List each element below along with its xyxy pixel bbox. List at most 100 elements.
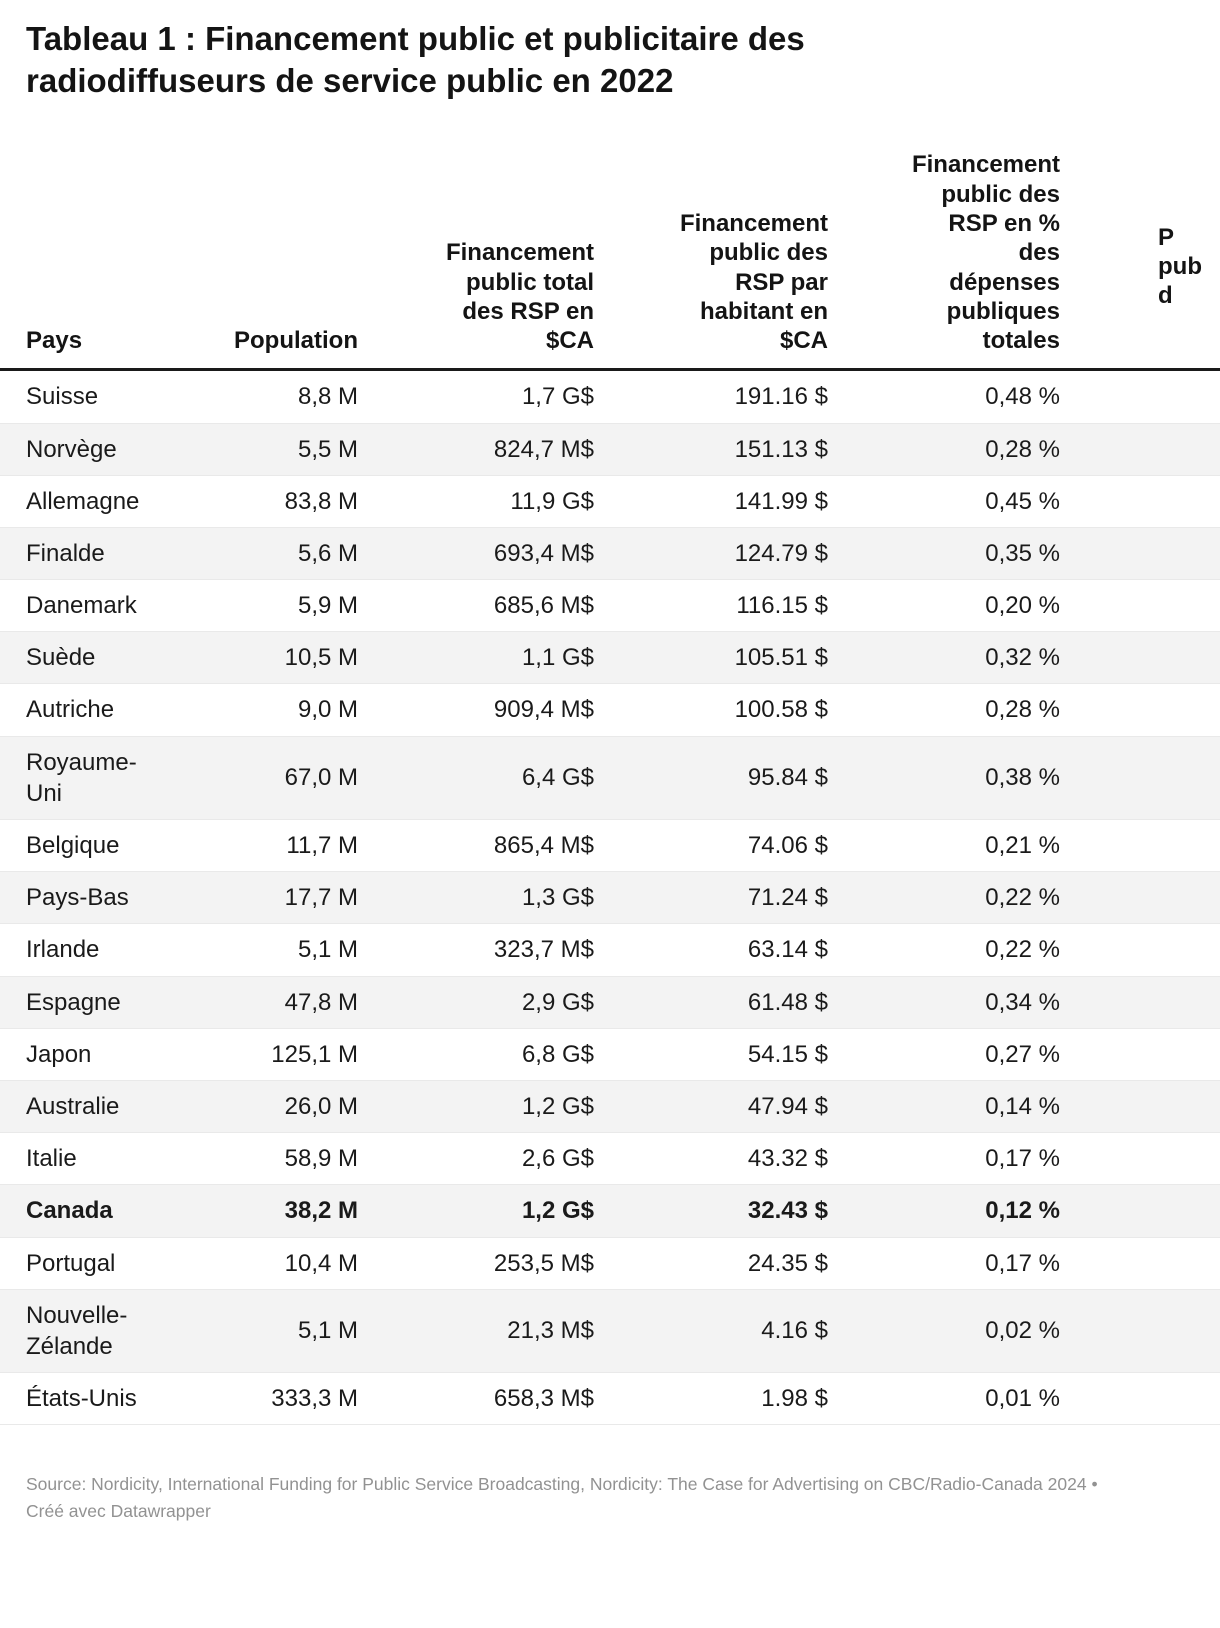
row-label-cell: Portugal <box>0 1237 170 1290</box>
value-cell: 1,3 G$ <box>368 871 604 925</box>
value-cell: 333,3 M <box>170 1372 368 1426</box>
value-cell: 5,9 M <box>170 579 368 633</box>
value-cell <box>1070 1184 1220 1238</box>
value-cell: 0,17 % <box>838 1132 1070 1186</box>
value-cell <box>1070 1289 1220 1374</box>
value-cell: 67,0 M <box>170 736 368 821</box>
value-cell: 0,22 % <box>838 923 1070 977</box>
value-cell: 0,22 % <box>838 871 1070 925</box>
value-cell: 47.94 $ <box>604 1080 838 1134</box>
table-row: Finalde 5,6 M 693,4 M$ 124.79 $0,35 % <box>0 527 1220 581</box>
table-header: Pays Population Financement public total d… <box>0 144 1220 372</box>
value-cell: 1,1 G$ <box>368 631 604 685</box>
row-label-cell: Danemark <box>0 579 170 633</box>
value-cell: 11,7 M <box>170 819 368 873</box>
value-cell <box>1070 369 1220 424</box>
value-cell: 43.32 $ <box>604 1132 838 1186</box>
value-cell: 909,4 M$ <box>368 683 604 737</box>
column-header-1: Population <box>170 144 368 372</box>
value-cell: 8,8 M <box>170 369 368 424</box>
value-cell: 1,7 G$ <box>368 369 604 424</box>
value-cell <box>1070 527 1220 581</box>
table-row: Norvège 5,5 M 824,7 M$ 151.13 $0,28 % <box>0 423 1220 476</box>
row-label-cell: Autriche <box>0 683 170 737</box>
row-label-cell: Royaume-Uni <box>0 736 170 821</box>
value-cell <box>1070 579 1220 633</box>
value-cell: 0,20 % <box>838 579 1070 633</box>
value-cell: 191.16 $ <box>604 369 838 424</box>
value-cell <box>1070 423 1220 476</box>
table-row: Nouvelle-Zélande 5,1 M 21,3 M$ 4.16 $0,02 % <box>0 1289 1220 1374</box>
value-cell: 0,28 % <box>838 423 1070 476</box>
row-label-cell: Belgique <box>0 819 170 873</box>
value-cell: 0,21 % <box>838 819 1070 873</box>
value-cell <box>1070 1132 1220 1186</box>
row-label-cell: Italie <box>0 1132 170 1186</box>
row-label-cell: Nouvelle-Zélande <box>0 1289 170 1374</box>
row-label-cell: États-Unis <box>0 1372 170 1426</box>
value-cell: 54.15 $ <box>604 1028 838 1081</box>
source-note: Source: Nordicity, International Funding… <box>26 1474 1098 1521</box>
row-label-cell: Australie <box>0 1080 170 1134</box>
value-cell: 124.79 $ <box>604 527 838 581</box>
value-cell: 151.13 $ <box>604 423 838 476</box>
table-row: Portugal 10,4 M 253,5 M$ 24.35 $0,17 % <box>0 1237 1220 1290</box>
value-cell: 47,8 M <box>170 976 368 1029</box>
value-cell <box>1070 736 1220 821</box>
value-cell: 6,4 G$ <box>368 736 604 821</box>
value-cell: 865,4 M$ <box>368 819 604 873</box>
value-cell <box>1070 1080 1220 1134</box>
page-title: Tableau 1 : Financement public et public… <box>26 20 805 100</box>
value-cell: 0,45 % <box>838 475 1070 528</box>
value-cell: 21,3 M$ <box>368 1289 604 1374</box>
table-row: Australie 26,0 M 1,2 G$ 47.94 $0,14 % <box>0 1080 1220 1134</box>
value-cell: 17,7 M <box>170 871 368 925</box>
value-cell: 0,01 % <box>838 1372 1070 1426</box>
value-cell: 5,6 M <box>170 527 368 581</box>
value-cell: 253,5 M$ <box>368 1237 604 1290</box>
value-cell <box>1070 475 1220 528</box>
table-row: Pays-Bas 17,7 M 1,3 G$ 71.24 $0,22 % <box>0 871 1220 925</box>
value-cell <box>1070 631 1220 685</box>
value-cell: 0,28 % <box>838 683 1070 737</box>
value-cell: 685,6 M$ <box>368 579 604 633</box>
value-cell <box>1070 923 1220 977</box>
table-row: Royaume-Uni 67,0 M 6,4 G$ 95.84 $0,38 % <box>0 736 1220 821</box>
value-cell <box>1070 871 1220 925</box>
row-label-cell: Suisse <box>0 369 170 424</box>
value-cell: 10,5 M <box>170 631 368 685</box>
value-cell: 5,1 M <box>170 923 368 977</box>
value-cell: 658,3 M$ <box>368 1372 604 1426</box>
value-cell <box>1070 976 1220 1029</box>
table-wrapper: Pays Population Financement public total d… <box>0 144 1220 1426</box>
value-cell: 74.06 $ <box>604 819 838 873</box>
value-cell: 0,34 % <box>838 976 1070 1029</box>
value-cell: 0,12 % <box>838 1184 1070 1238</box>
value-cell: 95.84 $ <box>604 736 838 821</box>
value-cell: 63.14 $ <box>604 923 838 977</box>
value-cell: 693,4 M$ <box>368 527 604 581</box>
value-cell: 9,0 M <box>170 683 368 737</box>
value-cell: 2,6 G$ <box>368 1132 604 1186</box>
header-row: Pays Population Financement public total d… <box>0 144 1220 372</box>
value-cell: 323,7 M$ <box>368 923 604 977</box>
value-cell <box>1070 1028 1220 1081</box>
table-row: Japon 125,1 M 6,8 G$ 54.15 $0,27 % <box>0 1028 1220 1081</box>
value-cell <box>1070 1237 1220 1290</box>
value-cell: 0,17 % <box>838 1237 1070 1290</box>
row-label-cell: Allemagne <box>0 475 170 528</box>
value-cell: 10,4 M <box>170 1237 368 1290</box>
row-label-cell: Japon <box>0 1028 170 1081</box>
table-body: Suisse 8,8 M 1,7 G$ 191.16 $0,48 % Norvège 5,… <box>0 369 1220 1426</box>
value-cell: 100.58 $ <box>604 683 838 737</box>
value-cell: 71.24 $ <box>604 871 838 925</box>
table-row: Espagne 47,8 M 2,9 G$ 61.48 $0,34 % <box>0 976 1220 1029</box>
column-header-2: Financement public total des RSP en $CA <box>368 144 604 372</box>
value-cell: 0,27 % <box>838 1028 1070 1081</box>
table-row: Suède 10,5 M 1,1 G$ 105.51 $0,32 % <box>0 631 1220 685</box>
value-cell: 824,7 M$ <box>368 423 604 476</box>
value-cell: 1,2 G$ <box>368 1184 604 1238</box>
value-cell: 2,9 G$ <box>368 976 604 1029</box>
row-label-cell: Pays-Bas <box>0 871 170 925</box>
table-row: États-Unis 333,3 M 658,3 M$ 1.98 $0,01 % <box>0 1372 1220 1426</box>
